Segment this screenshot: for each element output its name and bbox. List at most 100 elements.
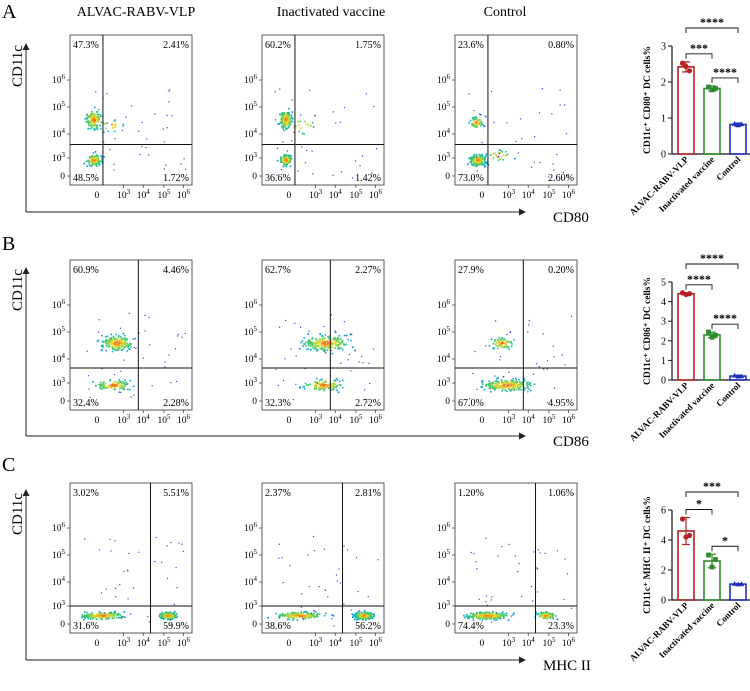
y-tick-exponent: 5: [62, 100, 66, 108]
flow-event-dot: [275, 612, 277, 615]
flow-event-dot: [282, 117, 285, 119]
flow-event-dot: [281, 125, 283, 128]
flow-event-dot: [328, 340, 330, 343]
flow-event-dot: [472, 123, 474, 126]
flow-event-dot: [306, 611, 309, 614]
flow-event-dot: [92, 156, 95, 158]
quadrant-bottom-left: 31.6%: [73, 621, 99, 632]
panel-b-axes: CD11c CD86: [10, 267, 589, 450]
flow-event-dot: [118, 382, 120, 384]
flow-event-dot: [483, 612, 486, 614]
flow-event-dot: [87, 122, 90, 124]
bar-y-tick-label: 5: [661, 278, 666, 289]
flow-event-dot: [278, 123, 281, 125]
flow-event-dot: [331, 386, 333, 388]
flow-event-dot: [335, 386, 338, 389]
x-tick-label: 104: [329, 188, 343, 201]
flow-event-dot: [496, 614, 499, 616]
quadrant-bottom-right: 1.42%: [355, 173, 381, 184]
flow-event-dot: [481, 155, 484, 158]
bar-y-tick-label: 1: [661, 114, 666, 125]
flow-event-dot: [354, 615, 356, 617]
flow-event-dot: [108, 344, 111, 347]
flow-event-dot: [514, 157, 516, 160]
flow-event-dot: [500, 613, 502, 615]
flow-event-dot: [469, 161, 471, 163]
flow-event-dot: [509, 382, 512, 385]
flow-event-dot: [469, 158, 472, 160]
flow-event-dot: [123, 337, 125, 340]
flow-event-dot: [101, 614, 104, 616]
flow-event-dot: [115, 596, 117, 598]
flow-event-dot: [479, 613, 482, 615]
flow-event-dot: [335, 122, 337, 124]
flow-event-dot: [517, 384, 520, 386]
flow-event-dot: [348, 353, 351, 356]
flow-event-dot: [309, 349, 312, 351]
flow-event-dot: [496, 156, 499, 159]
category-label: Control: [714, 380, 743, 409]
flow-event-dot: [315, 377, 318, 380]
x-tick-label: 106: [562, 413, 576, 426]
x-tick-label: 106: [177, 636, 191, 649]
flow-event-dot: [484, 345, 487, 347]
flow-event-dot: [115, 613, 118, 616]
flow-event-dot: [506, 344, 508, 347]
flow-event-dot: [542, 614, 545, 616]
x-tick-exponent: 6: [571, 636, 575, 644]
flow-event-dot: [115, 125, 117, 127]
quadrant-top-left: 47.3%: [73, 40, 99, 51]
flow-event-dot: [96, 615, 99, 617]
flow-event-dot: [170, 381, 172, 384]
flow-event-dot: [511, 342, 513, 345]
flow-event-dot: [93, 106, 96, 109]
flow-event-dot: [93, 122, 95, 125]
flow-event-dot: [109, 380, 112, 382]
significance-label: ****: [700, 251, 724, 265]
quadrant-bottom-right: 23.3%: [548, 621, 574, 632]
x-tick-label: 104: [522, 413, 536, 426]
flow-event-dot: [110, 386, 113, 388]
flow-event-dot: [507, 619, 510, 622]
flow-plot-frame: [69, 259, 193, 411]
flow-event-dot: [362, 617, 365, 620]
flow-event-dot: [119, 387, 121, 390]
y-tick-label: 103: [437, 151, 451, 164]
flow-event-dot: [91, 613, 94, 616]
flow-event-dot: [95, 163, 97, 166]
flow-event-dot: [308, 339, 310, 341]
flow-event-dot: [482, 617, 484, 620]
flow-event-dot: [107, 130, 109, 133]
flow-event-dot: [501, 389, 503, 392]
x-tick-exponent: 3: [319, 188, 323, 196]
flow-event-dot: [167, 618, 169, 621]
flow-event-dot: [119, 339, 122, 341]
data-point: [713, 557, 718, 562]
flow-event-dot: [547, 614, 550, 616]
flow-event-dot: [92, 614, 95, 617]
flow-event-dot: [335, 344, 337, 346]
flow-event-dot: [94, 128, 96, 130]
flow-event-dot: [355, 556, 358, 559]
flow-event-dot: [494, 339, 497, 341]
flow-event-dot: [290, 120, 293, 123]
flow-event-dot: [112, 346, 115, 349]
flow-event-dot: [286, 119, 289, 121]
flow-event-dot: [99, 387, 102, 390]
flow-event-dot: [173, 616, 176, 619]
flow-event-dot: [478, 119, 481, 121]
flow-event-dot: [283, 162, 286, 164]
y-tick-label: 104: [244, 127, 258, 140]
flow-event-dot: [321, 348, 324, 351]
flow-event-dot: [501, 546, 503, 548]
flow-event-dot: [539, 162, 541, 164]
flow-event-dot: [114, 540, 116, 542]
flow-event-dot: [497, 381, 500, 383]
flow-event-dot: [500, 378, 503, 381]
flow-event-dot: [363, 611, 366, 613]
flow-event-dot: [311, 612, 313, 614]
flow-event-dot: [98, 159, 100, 162]
flow-event-dot: [169, 615, 171, 617]
